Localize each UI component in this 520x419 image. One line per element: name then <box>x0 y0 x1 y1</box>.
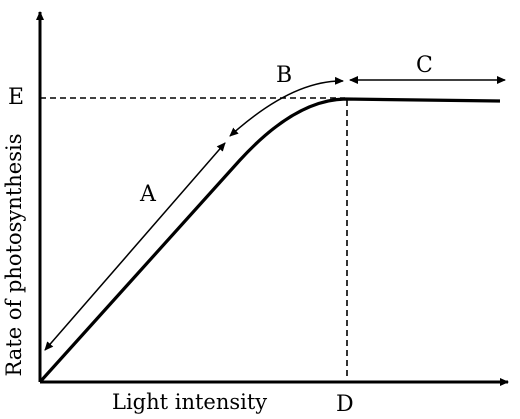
label-b: B <box>276 63 292 88</box>
region-b-arrow <box>229 76 344 137</box>
label-e: E <box>8 85 24 110</box>
x-axis-title: Light intensity <box>112 390 267 414</box>
label-c: C <box>416 53 433 78</box>
photosynthesis-curve <box>38 97 501 384</box>
region-a-arrow <box>44 142 226 351</box>
label-a: A <box>139 182 157 207</box>
label-d: D <box>336 392 354 417</box>
y-axis-title: Rate of photosynthesis <box>2 134 26 377</box>
